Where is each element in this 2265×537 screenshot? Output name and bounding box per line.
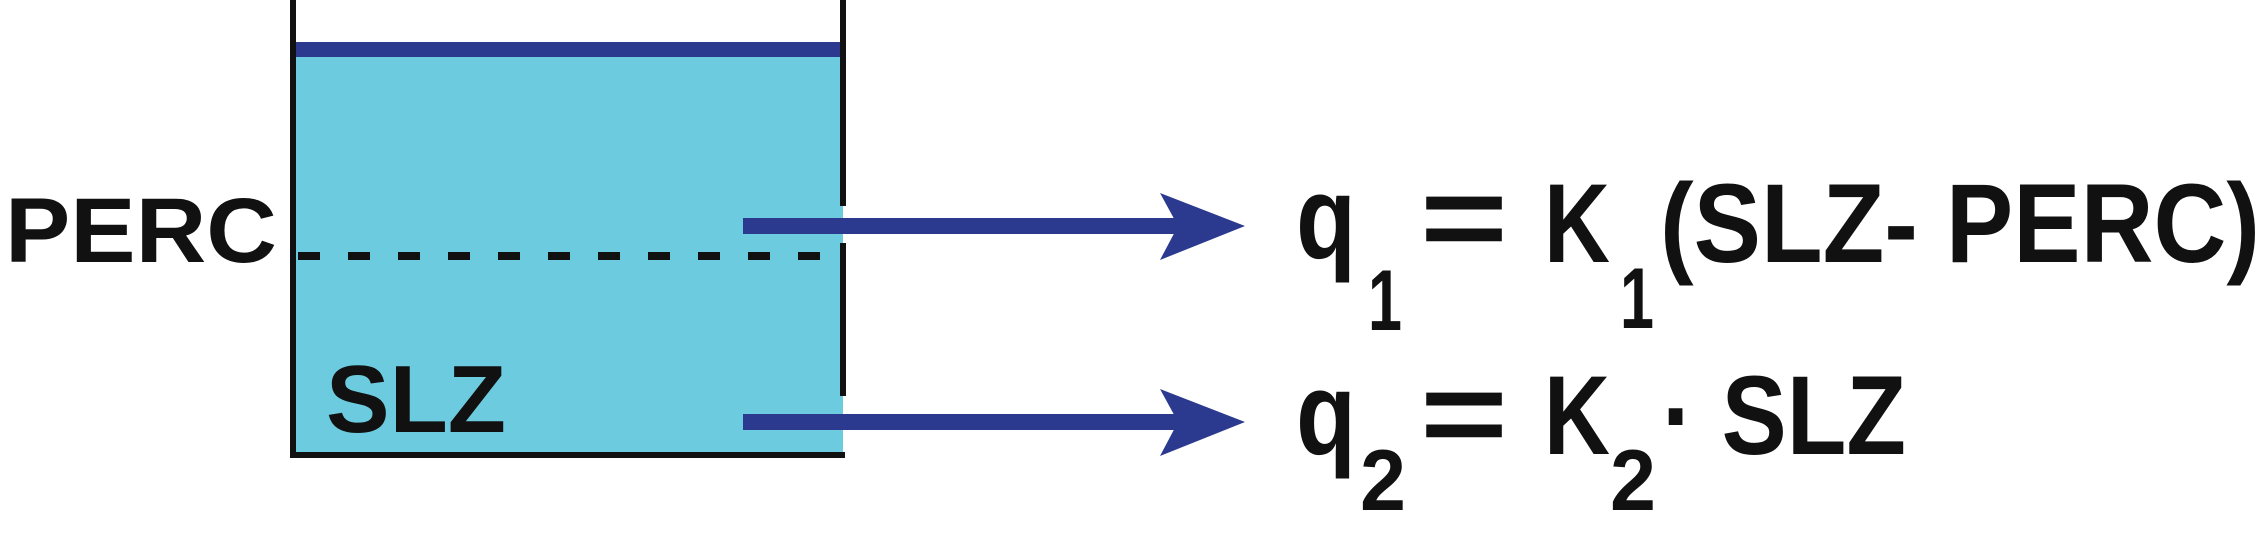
q1-arrow-head — [1160, 193, 1245, 260]
k2-subscript: 2 — [1610, 433, 1656, 529]
q1-rhs: (SLZ- PERC) — [1660, 161, 2260, 286]
perc-label: PERC — [5, 180, 277, 282]
q2-subscript: 2 — [1360, 433, 1406, 529]
q1-arrow-shaft — [743, 218, 1178, 234]
equation-q2: q 2 = K 2 · SLZ — [1296, 348, 1906, 529]
k1-symbol: K — [1544, 161, 1610, 286]
q1-symbol: q — [1296, 152, 1356, 284]
q1-subscript: 1 — [1368, 253, 1402, 349]
water-surface-line — [295, 42, 843, 57]
q2-arrow-head — [1160, 389, 1245, 456]
q2-arrow-shaft — [743, 414, 1178, 430]
q2-rhs: · SLZ — [1662, 353, 1906, 478]
water-fill — [295, 48, 843, 453]
equation-q1: q 1 = K 1 (SLZ- PERC) — [1296, 152, 2260, 349]
q2-equals: = — [1420, 348, 1508, 480]
k1-subscript: 1 — [1620, 251, 1654, 347]
slz-label: SLZ — [326, 346, 506, 453]
q1-equals: = — [1420, 152, 1508, 284]
q2-symbol: q — [1296, 348, 1356, 480]
k2-symbol: K — [1544, 353, 1610, 478]
